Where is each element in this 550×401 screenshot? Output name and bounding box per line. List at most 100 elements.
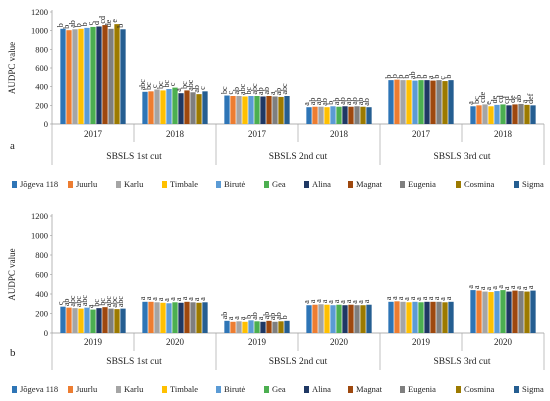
y-tick-label: 1200 <box>31 7 48 17</box>
legend-label: Timbale <box>170 179 198 189</box>
bar <box>190 92 196 124</box>
significance-letter: ab <box>308 98 317 106</box>
significance-letter: a <box>408 296 417 300</box>
bar <box>278 321 284 333</box>
bar <box>406 302 412 333</box>
significance-letter: de <box>104 19 113 27</box>
bar <box>424 80 430 124</box>
legend-label: Eugenia <box>408 179 436 189</box>
legend-label: Timbale <box>170 384 198 394</box>
year-label: 2020 <box>494 337 513 347</box>
significance-letter: cde <box>478 91 487 103</box>
significance-letter: b <box>402 75 411 79</box>
significance-letter: bc <box>244 87 253 95</box>
year-label: 2019 <box>412 337 431 347</box>
significance-letter: b <box>432 75 441 79</box>
legend-label: Cosmina <box>464 384 494 394</box>
bar <box>66 307 72 333</box>
bar <box>120 308 126 333</box>
bar <box>488 292 494 333</box>
bar <box>494 291 500 333</box>
significance-letter: a <box>396 296 405 300</box>
bar <box>518 103 524 124</box>
significance-letter: a <box>150 297 159 301</box>
significance-letter: e <box>484 101 493 105</box>
y-tick-label: 800 <box>35 44 48 54</box>
legend-swatch <box>348 386 353 393</box>
year-label: 2017 <box>412 129 431 139</box>
significance-letter: a <box>426 296 435 300</box>
significance-letter: a <box>426 75 435 79</box>
bar <box>148 91 154 124</box>
significance-letter: b <box>74 23 83 27</box>
significance-letter: ab <box>232 87 241 95</box>
bar <box>488 106 494 124</box>
significance-letter: a <box>362 299 371 303</box>
bar <box>388 301 394 333</box>
bar <box>242 321 248 333</box>
legend-swatch <box>12 181 17 188</box>
significance-letter: ab <box>262 87 271 95</box>
significance-letter: a <box>238 316 247 320</box>
bar <box>476 105 482 124</box>
bar <box>254 96 260 124</box>
bar <box>160 90 166 124</box>
y-axis-label: AUDPC value <box>7 248 17 300</box>
significance-letter: a <box>302 102 311 106</box>
significance-letter: b <box>414 75 423 79</box>
bar <box>442 81 448 124</box>
significance-letter: bc <box>180 81 189 89</box>
significance-letter: ab <box>356 98 365 106</box>
significance-letter: a <box>508 285 517 289</box>
bar <box>342 305 348 333</box>
significance-letter: a <box>226 316 235 320</box>
cut-label: SBSLS 2nd cut <box>269 152 328 162</box>
legend-label: Alina <box>312 179 331 189</box>
bar <box>400 301 406 333</box>
significance-letter: a <box>344 299 353 303</box>
bar <box>142 91 148 124</box>
legend-swatch <box>12 386 17 393</box>
significance-letter: cd <box>98 16 107 24</box>
significance-letter: ab <box>362 98 371 106</box>
bar <box>166 303 172 333</box>
bar <box>260 321 266 333</box>
significance-letter: a <box>168 297 177 301</box>
bar <box>254 321 260 333</box>
bar <box>306 305 312 333</box>
bar <box>406 80 412 124</box>
bar <box>272 96 278 124</box>
significance-letter: abc <box>80 295 89 307</box>
bar <box>184 301 190 333</box>
bar <box>448 80 454 124</box>
significance-letter: abc <box>238 83 247 95</box>
bar <box>142 301 148 333</box>
bar <box>114 24 120 125</box>
significance-letter: ab <box>408 72 417 80</box>
bar <box>524 291 530 333</box>
bar <box>342 106 348 124</box>
significance-letter: ab <box>62 299 71 307</box>
legend-label: Jõgeva 118 <box>20 179 58 189</box>
significance-letter: a <box>308 299 317 303</box>
panel-label: a <box>10 140 15 152</box>
significance-letter: a <box>356 300 365 304</box>
y-tick-label: 600 <box>35 63 48 73</box>
significance-letter: abc <box>250 83 259 95</box>
bar <box>430 301 436 333</box>
y-tick-label: 1000 <box>31 231 48 241</box>
legend-label: Gea <box>272 179 286 189</box>
cut-label: SBSLS 3rd cut <box>433 152 490 162</box>
legend-swatch <box>216 386 221 393</box>
y-tick-label: 1200 <box>31 211 48 221</box>
significance-letter: ab <box>250 312 259 320</box>
y-tick-label: 0 <box>44 328 48 338</box>
significance-letter: a <box>514 286 523 290</box>
bar <box>154 302 160 333</box>
bar <box>178 93 184 124</box>
significance-letter: a <box>144 296 153 300</box>
panel-label: b <box>10 347 16 359</box>
significance-letter: ab <box>262 312 271 320</box>
bar <box>266 96 272 124</box>
bar <box>312 106 318 124</box>
